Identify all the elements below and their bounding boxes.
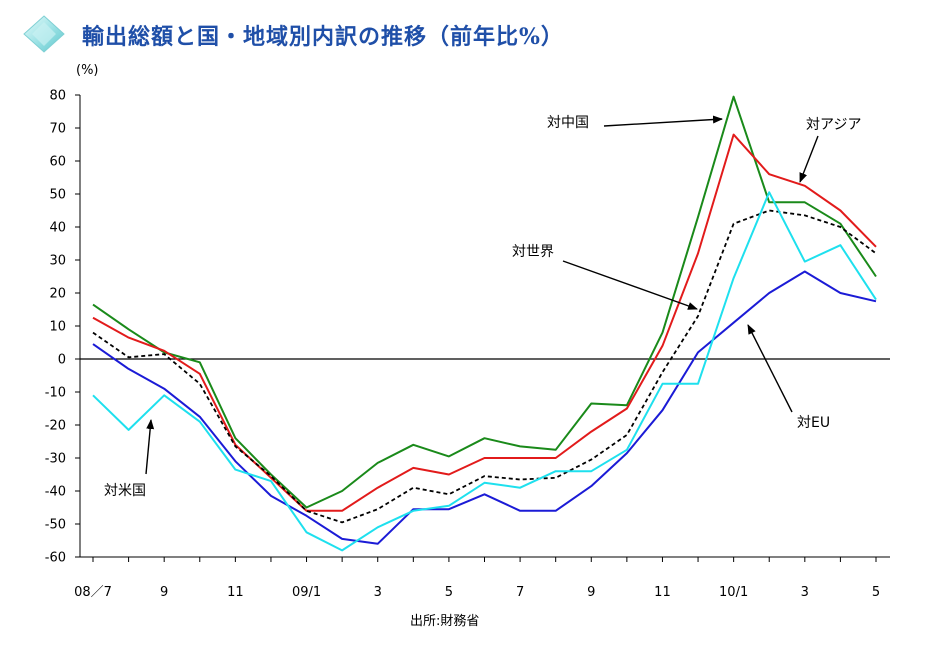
x-tick-label: 3 [801,585,809,600]
source-note: 出所:財務省 [410,614,480,629]
chart-title: 輸出総額と国・地域別内訳の推移（前年比%） [82,24,564,50]
diamond-icon [23,15,65,53]
annotation-arrow [145,419,155,475]
x-tick-label: 5 [872,585,880,600]
series-line [92,270,877,545]
y-tick-label: 80 [49,89,66,104]
x-tick-label: 9 [160,585,168,600]
y-tick-label: -50 [45,518,66,533]
annotation-arrow [603,115,723,127]
series-line [92,95,877,509]
annotation-label: 対EU [797,415,830,431]
y-unit-label: (%) [76,63,99,78]
y-tick-label: 10 [49,320,66,335]
x-tick-label: 11 [227,585,244,600]
x-tick-label: 9 [587,585,595,600]
annotation-arrow [799,135,819,183]
x-tick-label: 10/1 [719,585,748,600]
annotation-label: 対世界 [512,244,554,260]
y-tick-label: 20 [49,287,66,302]
x-tick-label: 11 [654,585,671,600]
y-tick-label: 60 [49,155,66,170]
series-line [92,191,877,552]
series-line [92,209,877,524]
x-tick-label: 09/1 [292,585,321,600]
annotation-arrow [562,260,698,310]
y-tick-label: -60 [45,551,66,566]
annotation-arrow [747,324,793,413]
y-tick-label: 70 [49,122,66,137]
series-line [92,133,877,512]
x-tick-label: 08／7 [74,585,112,600]
y-tick-label: 40 [49,221,66,236]
y-tick-label: 50 [49,188,66,203]
x-tick-label: 5 [445,585,453,600]
annotation-label: 対アジア [806,117,861,133]
annotation-label: 対米国 [104,483,146,499]
y-tick-label: -30 [45,452,66,467]
y-tick-label: -10 [45,386,66,401]
y-tick-label: 0 [58,353,66,368]
y-tick-label: -40 [45,485,66,500]
annotation-label: 対中国 [547,115,589,131]
x-tick-label: 7 [516,585,524,600]
x-tick-label: 3 [374,585,382,600]
y-tick-label: 30 [49,254,66,269]
y-tick-label: -20 [45,419,66,434]
